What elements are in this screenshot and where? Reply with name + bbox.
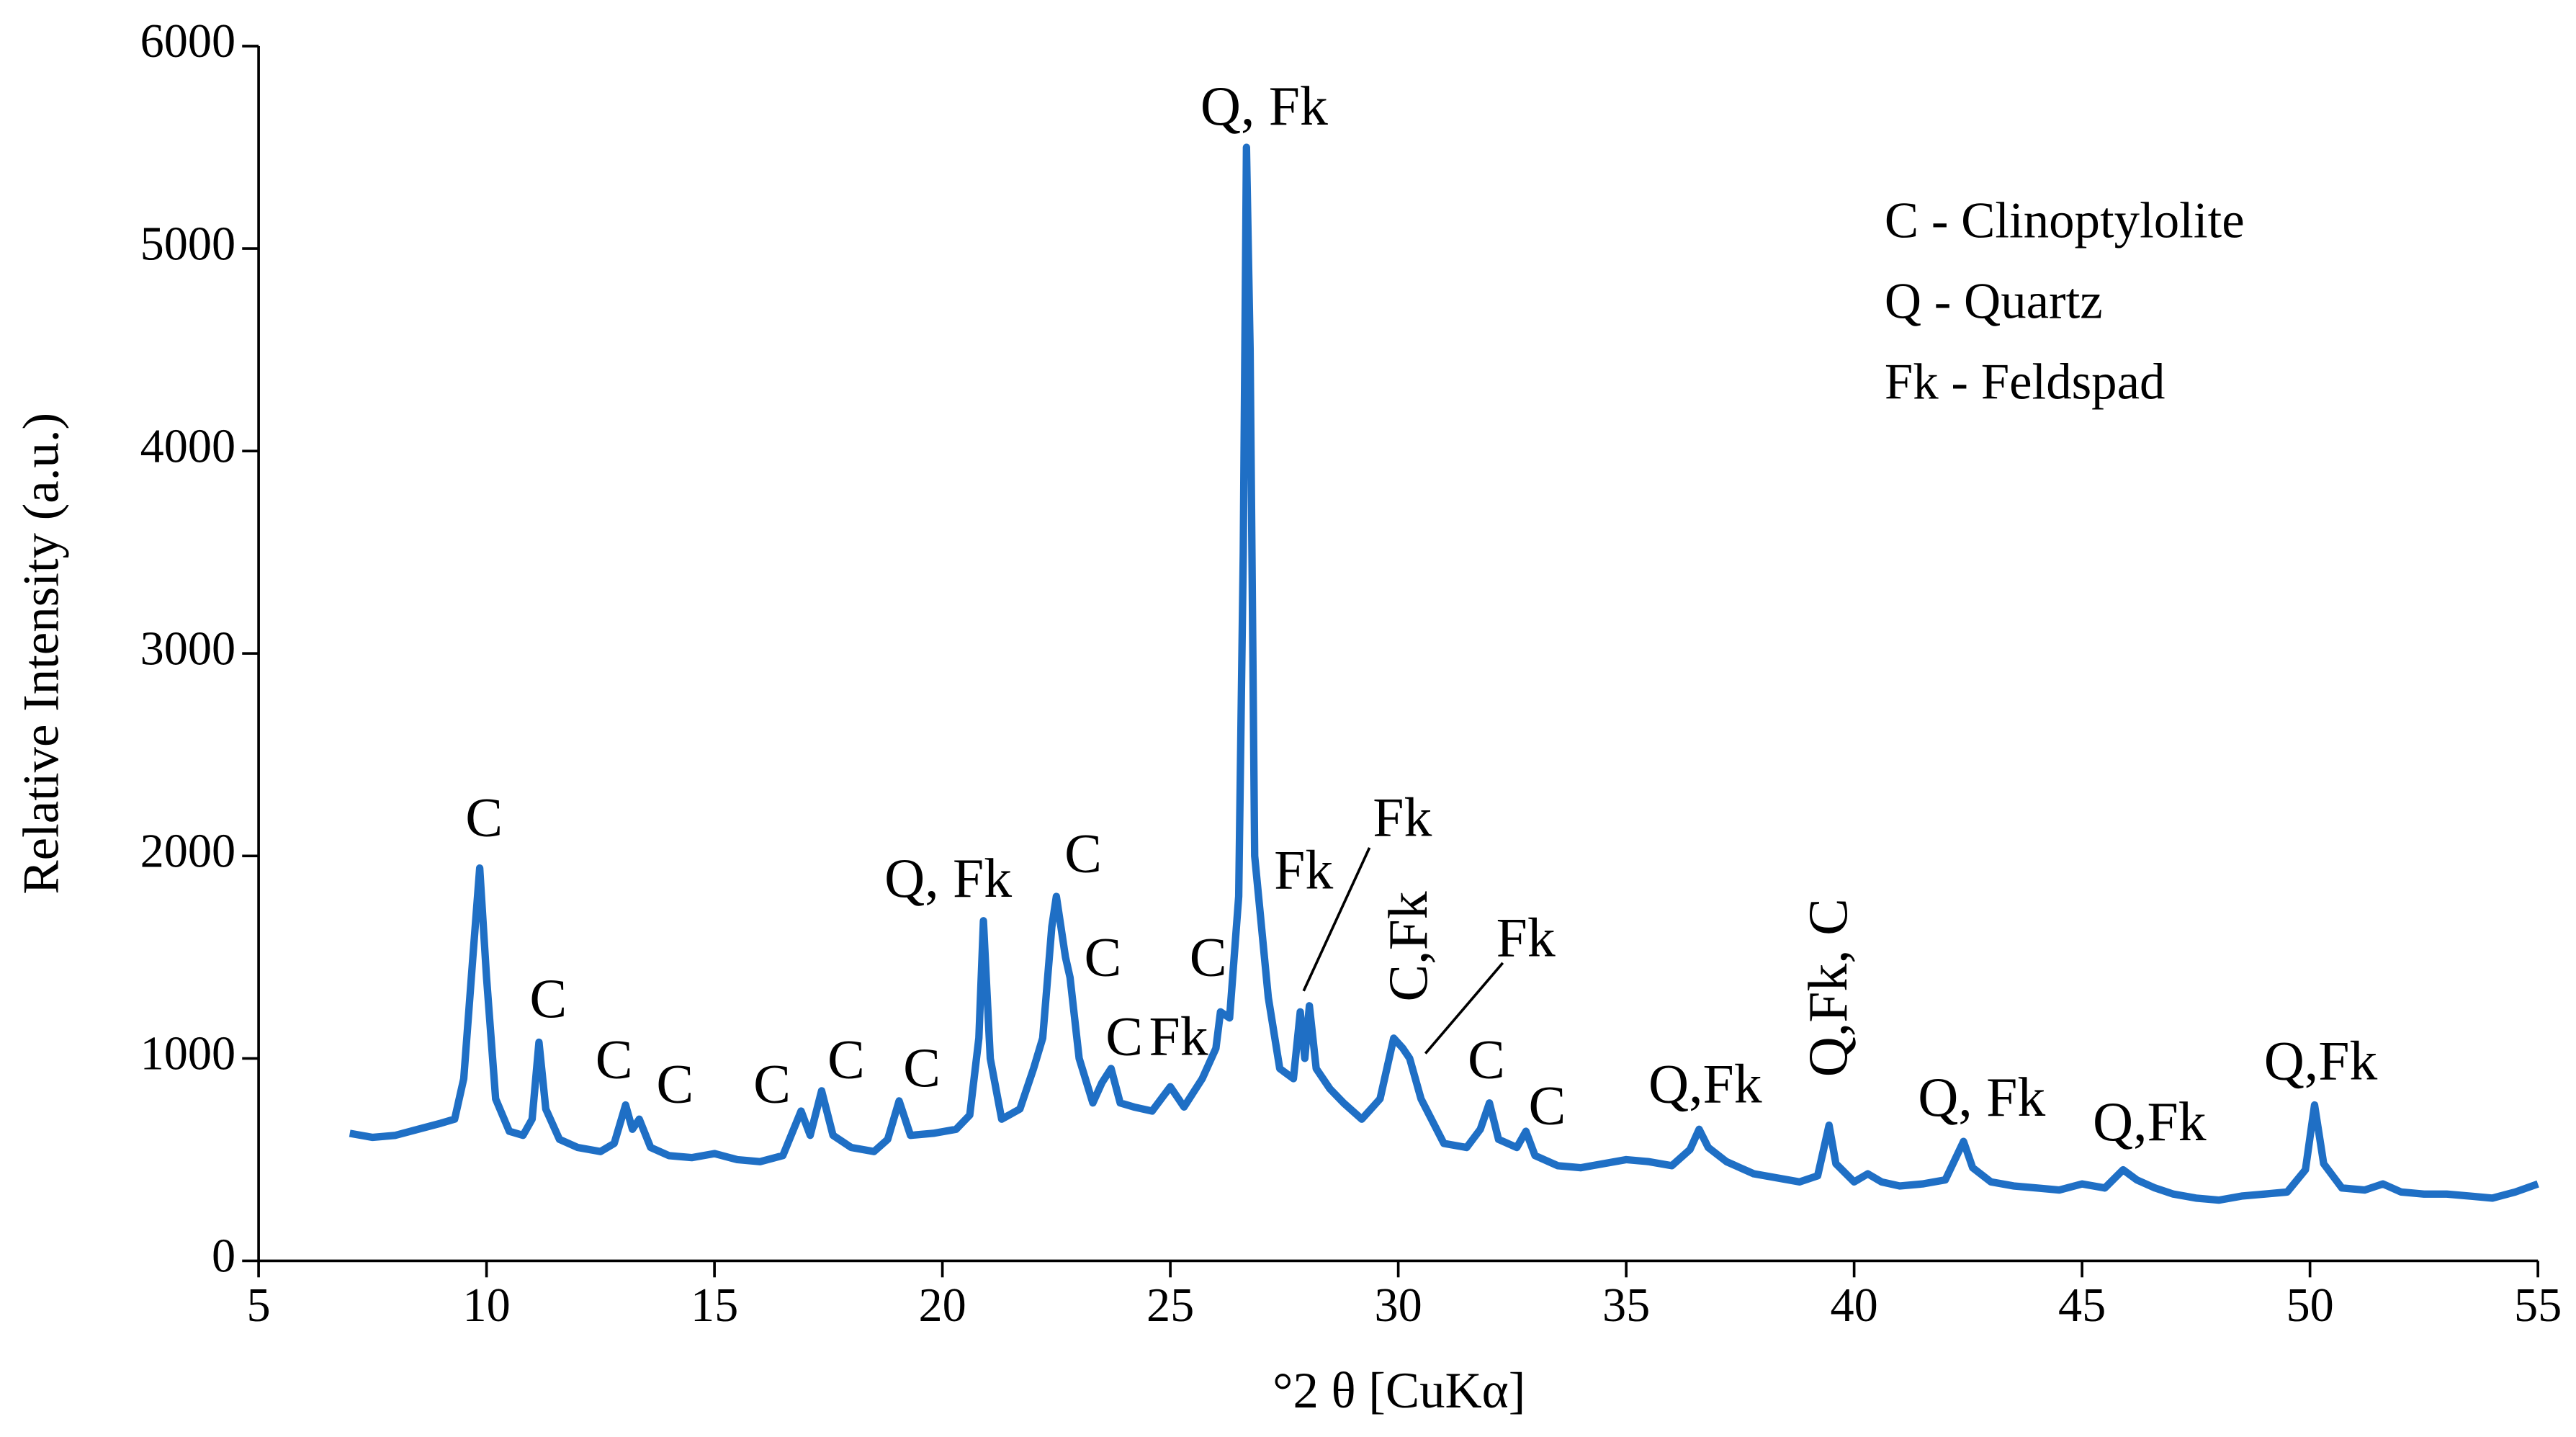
y-tick-label: 0 <box>212 1230 235 1283</box>
peak-annotation: Q,Fk <box>2093 1091 2207 1152</box>
peak-annotation: Fk <box>1149 1005 1208 1067</box>
x-tick-label: 45 <box>2058 1279 2106 1332</box>
peak-annotation: Q, Fk <box>884 847 1012 909</box>
peak-annotation: Q, Fk <box>1918 1066 2045 1128</box>
y-tick-label: 3000 <box>140 622 236 675</box>
peak-annotation: C <box>827 1028 865 1090</box>
leader-line <box>1302 847 1371 992</box>
peak-annotation: C <box>1468 1028 1505 1090</box>
peak-annotation: C <box>529 967 567 1029</box>
peak-annotation: C <box>1190 926 1227 988</box>
data-line <box>349 143 2539 1204</box>
peak-annotation: Fk <box>1496 906 1556 968</box>
y-axis-label: Relative Intensity (a.u.) <box>14 413 70 895</box>
x-tick-label: 5 <box>247 1279 271 1332</box>
y-tick-label: 1000 <box>140 1028 236 1080</box>
x-tick-label: 30 <box>1374 1279 1422 1332</box>
x-tick-label: 25 <box>1146 1279 1194 1332</box>
peak-annotation: C <box>596 1028 633 1090</box>
peak-annotation: C <box>1064 823 1102 885</box>
peak-annotation: Q,Fk <box>2264 1030 2378 1092</box>
y-tick-label: 2000 <box>140 825 236 878</box>
peak-annotation: C <box>1105 1005 1143 1067</box>
x-axis-label: °2 θ [CuKα] <box>1273 1363 1525 1419</box>
key-entry: Fk - Feldspad <box>1885 354 2166 410</box>
peak-annotation: Fk <box>1373 786 1432 848</box>
peak-annotation: Q,Fk, C <box>1797 898 1859 1077</box>
key-entry: Q - Quartz <box>1885 273 2103 329</box>
key-entry: C - Clinoptylolite <box>1885 192 2245 249</box>
peak-annotation: Q, Fk <box>1201 75 1328 137</box>
peak-annotation: C <box>753 1053 791 1115</box>
peak-annotation: C <box>1084 926 1121 988</box>
x-tick-label: 40 <box>1830 1279 1877 1332</box>
peak-annotation: C <box>465 786 503 848</box>
y-tick-label: 6000 <box>140 15 236 68</box>
peak-annotation: C <box>903 1037 941 1098</box>
x-tick-label: 50 <box>2286 1279 2333 1332</box>
x-tick-label: 35 <box>1602 1279 1650 1332</box>
leader-line <box>1424 962 1504 1055</box>
peak-annotation: Q,Fk <box>1648 1053 1762 1115</box>
x-tick-label: 15 <box>691 1279 738 1332</box>
y-tick-label: 5000 <box>140 218 236 270</box>
peak-annotation: C,Fk <box>1377 891 1439 1001</box>
peak-annotation: C <box>1529 1074 1566 1136</box>
peak-annotation: C <box>656 1053 694 1115</box>
x-tick-label: 55 <box>2514 1279 2562 1332</box>
x-tick-label: 10 <box>462 1279 510 1332</box>
peak-annotation: Fk <box>1274 839 1333 901</box>
y-tick-label: 4000 <box>140 420 236 473</box>
x-tick-label: 20 <box>918 1279 966 1332</box>
